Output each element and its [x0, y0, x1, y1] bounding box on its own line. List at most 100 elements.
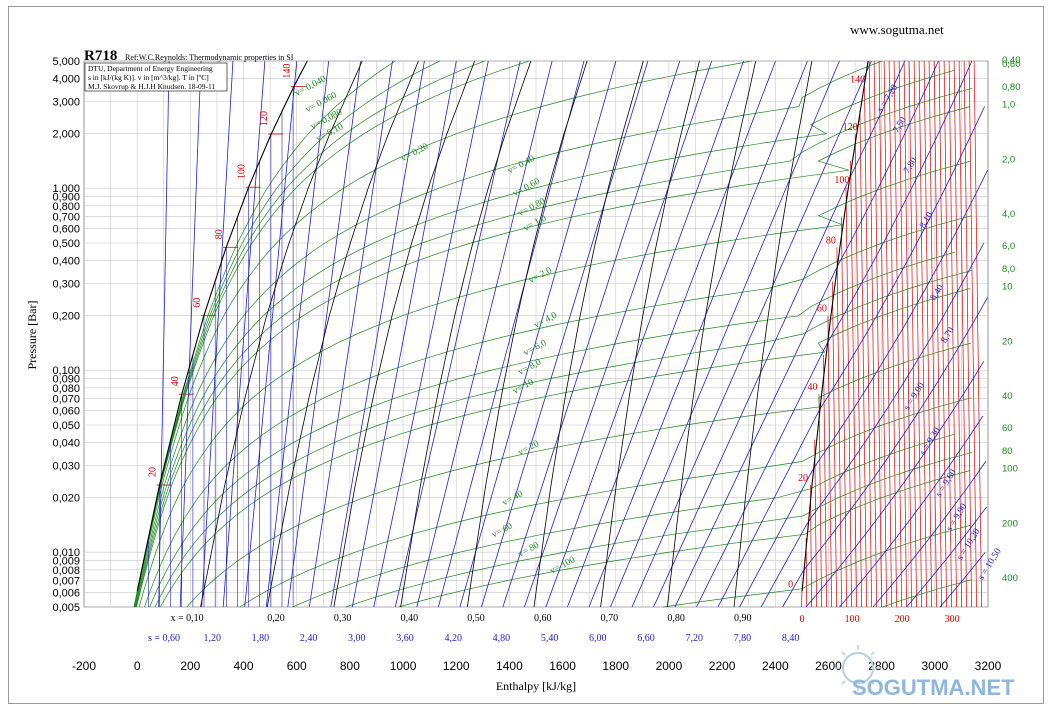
- x-tick-label: 2800: [868, 659, 895, 673]
- isochore-label: v= 20: [517, 439, 541, 458]
- isentrope: [906, 506, 987, 608]
- isentrope: [717, 106, 985, 608]
- quality-label: x = 0,10: [171, 613, 204, 624]
- isochore-label: v= 0,20: [400, 142, 431, 165]
- isochore-right-label: 80: [1002, 446, 1013, 457]
- isochore: [186, 342, 971, 608]
- isentrope: [265, 60, 330, 608]
- isochore-label: v= 0,60: [511, 177, 542, 200]
- x-axis-label: Enthalpy [kJ/kg]: [496, 679, 576, 693]
- isentrope-label: s = 10,20: [955, 527, 982, 562]
- quality-line: [533, 60, 644, 608]
- isentrope: [244, 60, 298, 608]
- isochore: [239, 397, 972, 608]
- isentrope: [567, 60, 776, 608]
- isotherm-vapor: [923, 60, 932, 608]
- x-tick-label: 1200: [443, 659, 470, 673]
- y-tick-label: 0,100: [52, 365, 80, 377]
- quality-line: [400, 60, 532, 608]
- isentrope-bottom-label: 3,00: [348, 633, 366, 644]
- isotherm-vapor: [963, 60, 972, 608]
- isochore-right-label: 60: [1002, 423, 1013, 434]
- isentropes: [148, 60, 988, 608]
- isentrope: [939, 552, 986, 608]
- quality-line: [266, 60, 419, 608]
- x-tick-label: 2600: [815, 659, 842, 673]
- y-tick-label: 0,090: [52, 374, 80, 386]
- isochore: [133, 60, 396, 608]
- isochore: [159, 288, 971, 608]
- isochore: [133, 60, 440, 608]
- isentrope: [416, 60, 553, 608]
- info-line-1: DTU, Department of Energy Engineering: [88, 64, 213, 73]
- isochore: [292, 433, 956, 608]
- x-tick-label: 2400: [762, 659, 789, 673]
- isentrope: [631, 60, 872, 608]
- isochore: [345, 451, 973, 608]
- isochore: [134, 60, 753, 608]
- isochore-right-label: 20: [1002, 336, 1013, 347]
- isentrope: [760, 242, 985, 608]
- isentrope: [222, 60, 266, 608]
- isentrope-bottom-label: 6,00: [589, 633, 607, 644]
- y-tick-label: 2,000: [52, 128, 80, 140]
- isotherm-vapor: [859, 110, 867, 608]
- isochore: [135, 69, 956, 608]
- isentrope-bottom-label: 4,20: [444, 633, 462, 644]
- isotherm-vapor: [948, 60, 957, 608]
- temperature-bottom-label: 100: [845, 614, 860, 625]
- quality-label: 0,30: [334, 613, 352, 624]
- isotherm-vapor: [958, 60, 967, 608]
- chart-frame: [8, 6, 1044, 704]
- y-tick-label: 0,900: [52, 192, 80, 204]
- y-tick-label: 4,000: [52, 74, 80, 86]
- x-tick-label: 600: [287, 659, 307, 673]
- isotherm-vapor: [968, 60, 977, 608]
- quality-label: 0,90: [734, 613, 752, 624]
- isentrope: [481, 60, 649, 608]
- sat-temp-label-liquid: 100: [237, 164, 248, 179]
- x-tick-label: 3000: [921, 659, 948, 673]
- y-tick-label: 5,000: [52, 56, 80, 68]
- y-tick-label: 0,007: [52, 575, 80, 587]
- isentrope: [308, 60, 393, 608]
- sat-temp-label-liquid: 60: [192, 298, 203, 308]
- website-url[interactable]: www.sogutma.net: [850, 22, 944, 37]
- y-tick-label: 0,040: [52, 438, 80, 450]
- isochore: [133, 60, 485, 608]
- y-tick-label: 0,700: [52, 211, 80, 223]
- x-tick-label: 1400: [496, 659, 523, 673]
- isotherm-vapor: [888, 60, 897, 608]
- quality-line: [333, 60, 475, 608]
- quality-label: 0,20: [267, 613, 285, 624]
- saturated-vapor-line: [801, 60, 869, 592]
- sat-temp-label-liquid: 20: [148, 467, 159, 477]
- y-tick-label: 0,080: [52, 383, 80, 395]
- isochore-right-label: 8,0: [1002, 264, 1015, 275]
- y-tick-label: 0,009: [52, 556, 80, 568]
- isochore-right-label: 6,0: [1002, 241, 1015, 252]
- isochore-right-label: 40: [1002, 391, 1013, 402]
- quality-label: 0,70: [601, 613, 619, 624]
- y-tick-label: 0,400: [52, 256, 80, 268]
- y-tick-label: 0,020: [52, 492, 80, 504]
- sat-temp-label-liquid: 80: [214, 229, 225, 239]
- isentrope-bottom-label: 2,40: [300, 633, 318, 644]
- y-tick-label: 0,070: [52, 393, 80, 405]
- isentrope-bottom-label: 6,60: [637, 633, 655, 644]
- y-tick-label: 0,300: [52, 278, 80, 290]
- isentrope-bottom-label: 1,20: [203, 633, 221, 644]
- isochore-label: v= 80: [517, 540, 541, 559]
- x-tick-label: 1600: [549, 659, 576, 673]
- isentrope-bottom-label: 7,80: [734, 633, 752, 644]
- isochore: [144, 215, 972, 608]
- quality-line: [666, 60, 757, 608]
- info-line-3: M.J. Skovrup & H.J.H Knudsen. 18-09-11: [88, 82, 215, 91]
- y-tick-label: 0,050: [52, 420, 80, 432]
- y-tick-label: 0,005: [52, 602, 80, 614]
- isochore-label: v= 100: [549, 555, 578, 576]
- watermark-text: SOGUTMA.NET: [852, 675, 1015, 700]
- isentrope: [739, 170, 988, 608]
- isochores: [133, 60, 973, 608]
